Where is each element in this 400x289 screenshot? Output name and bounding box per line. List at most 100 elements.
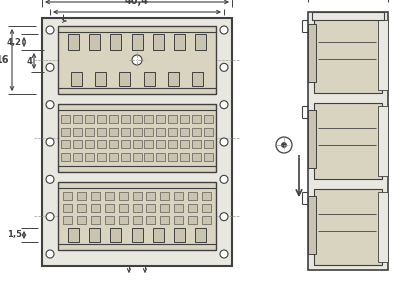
Bar — [204, 153, 213, 161]
Bar — [118, 192, 128, 200]
Bar — [73, 153, 82, 161]
Bar — [132, 140, 142, 148]
Bar — [168, 115, 177, 123]
Bar — [120, 128, 130, 136]
Circle shape — [46, 250, 54, 258]
Bar — [146, 192, 156, 200]
Bar — [174, 216, 183, 224]
Circle shape — [220, 101, 228, 109]
Bar — [73, 140, 82, 148]
Bar — [63, 216, 72, 224]
Bar — [153, 34, 164, 50]
Circle shape — [46, 63, 54, 71]
Bar — [109, 115, 118, 123]
Bar — [91, 192, 100, 200]
Bar — [118, 204, 128, 212]
Circle shape — [46, 175, 54, 183]
Text: 4,2: 4,2 — [7, 38, 22, 47]
Bar — [97, 140, 106, 148]
Bar — [192, 72, 203, 86]
Bar — [89, 34, 100, 50]
Bar — [308, 110, 316, 168]
Bar — [109, 153, 118, 161]
Bar — [120, 140, 130, 148]
Bar — [180, 153, 189, 161]
Bar — [144, 115, 154, 123]
Circle shape — [132, 55, 142, 65]
Bar — [180, 140, 189, 148]
Circle shape — [220, 138, 228, 146]
Bar — [180, 115, 189, 123]
Bar — [77, 216, 86, 224]
Bar — [308, 12, 388, 270]
Bar — [188, 192, 197, 200]
Circle shape — [220, 250, 228, 258]
Bar — [63, 204, 72, 212]
Bar — [118, 216, 128, 224]
Bar — [91, 204, 100, 212]
Bar — [132, 192, 142, 200]
Bar — [85, 153, 94, 161]
Bar — [68, 228, 79, 242]
Circle shape — [46, 138, 54, 146]
Bar — [120, 72, 130, 86]
Bar — [63, 192, 72, 200]
Bar — [144, 153, 154, 161]
Bar — [312, 12, 384, 20]
Bar — [156, 128, 165, 136]
Bar — [202, 216, 211, 224]
Bar — [132, 128, 142, 136]
Bar — [132, 216, 142, 224]
Bar — [308, 196, 316, 254]
Bar — [180, 128, 189, 136]
Bar — [314, 17, 382, 93]
Bar — [204, 115, 213, 123]
Circle shape — [46, 101, 54, 109]
Bar — [144, 140, 154, 148]
Bar — [195, 228, 206, 242]
Bar — [77, 204, 86, 212]
Bar — [105, 192, 114, 200]
Circle shape — [46, 213, 54, 221]
Bar — [61, 128, 70, 136]
Bar — [85, 115, 94, 123]
Text: 1,5: 1,5 — [7, 231, 22, 240]
Bar — [105, 204, 114, 212]
Bar — [156, 140, 165, 148]
Bar — [192, 128, 201, 136]
Bar — [168, 153, 177, 161]
Bar — [204, 128, 213, 136]
Bar — [71, 72, 82, 86]
Bar — [85, 128, 94, 136]
Text: 40,4: 40,4 — [125, 0, 149, 6]
Bar — [160, 192, 169, 200]
Bar — [156, 153, 165, 161]
Bar — [192, 153, 201, 161]
Bar — [42, 18, 232, 266]
Bar — [61, 140, 70, 148]
Circle shape — [220, 213, 228, 221]
Bar — [109, 140, 118, 148]
Bar — [110, 228, 121, 242]
Bar — [160, 216, 169, 224]
Bar — [61, 153, 70, 161]
Bar — [192, 115, 201, 123]
Bar — [174, 192, 183, 200]
Bar — [192, 140, 201, 148]
Bar — [58, 26, 216, 94]
Bar — [174, 228, 185, 242]
Bar — [73, 115, 82, 123]
Bar — [144, 72, 154, 86]
Bar — [97, 128, 106, 136]
Bar — [109, 128, 118, 136]
Bar — [68, 34, 79, 50]
Bar — [132, 115, 142, 123]
Bar — [91, 216, 100, 224]
Text: 4: 4 — [26, 57, 32, 66]
Bar — [61, 115, 70, 123]
Bar — [308, 24, 316, 82]
Bar — [378, 20, 388, 90]
Circle shape — [220, 175, 228, 183]
Bar — [95, 72, 106, 86]
Bar — [146, 216, 156, 224]
